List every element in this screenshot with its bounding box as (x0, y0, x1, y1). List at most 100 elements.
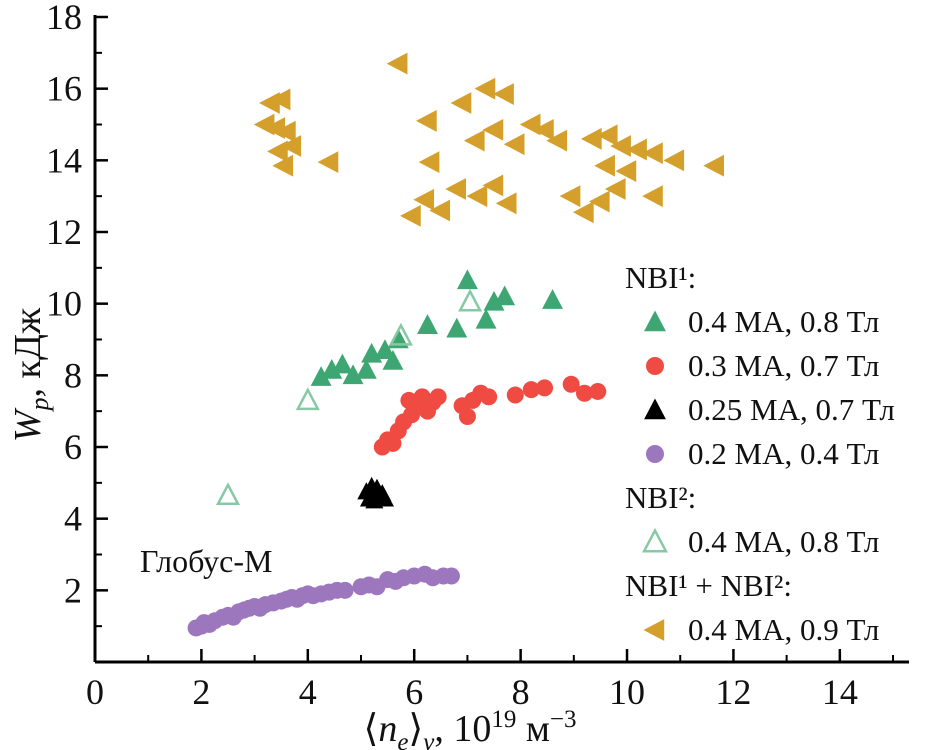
data-point (386, 52, 408, 75)
data-point (445, 178, 466, 200)
data-point (522, 381, 540, 399)
data-point (480, 388, 498, 406)
data-point (474, 77, 496, 100)
data-point (317, 151, 339, 174)
data-point (542, 289, 563, 309)
data-point (295, 387, 320, 411)
data-point (642, 527, 668, 553)
data-point (456, 269, 478, 290)
data-point (450, 92, 472, 114)
data-point (400, 204, 421, 227)
data-point (536, 379, 554, 397)
data-point (374, 339, 396, 360)
x-axis-label: ⟨ne⟩v, 1019 м−3 (363, 706, 576, 750)
legend-header: NBI²: (625, 480, 696, 515)
x-tick-label: 6 (405, 672, 423, 712)
data-point (596, 124, 618, 147)
data-point (546, 129, 568, 152)
y-tick-label: 18 (46, 0, 82, 37)
data-point (267, 140, 288, 163)
legend-item-label: 0.2 МА, 0.4 Тл (688, 436, 879, 471)
data-point (280, 135, 302, 157)
data-point (519, 113, 541, 136)
data-point (310, 366, 332, 386)
data-points (187, 52, 725, 637)
data-point (321, 358, 343, 379)
data-point (388, 322, 413, 346)
legend-item-label: 0.4 МА, 0.9 Тл (688, 612, 879, 647)
y-tick-label: 10 (46, 284, 82, 324)
data-point (572, 201, 594, 224)
data-point (495, 192, 517, 215)
data-point (466, 185, 488, 208)
data-point (644, 310, 666, 332)
data-point (331, 353, 353, 374)
data-point (482, 118, 504, 141)
legend-header: NBI¹: (625, 260, 696, 295)
data-point (342, 364, 364, 385)
legend-item-label: 0.3 МА, 0.7 Тл (688, 348, 879, 383)
data-point (594, 154, 615, 177)
data-point (215, 482, 241, 506)
data-point (429, 388, 447, 406)
legend-item-label: 0.4 МА, 0.8 Тл (688, 524, 879, 559)
series (310, 269, 563, 386)
legend-header: NBI¹ + NBI²: (625, 568, 792, 603)
data-point (646, 357, 664, 375)
data-point (643, 619, 665, 641)
legend: NBI¹: 0.4 МА, 0.8 Тл 0.3 МА, 0.7 Тл 0.25 МА… (625, 260, 895, 647)
series (187, 565, 460, 637)
data-point (588, 190, 610, 213)
tick-marks: 0 2 4 6 8 10 12 14 2 4 6 8 10 12 14 16 18 (46, 0, 895, 712)
x-tick-label: 10 (609, 672, 645, 712)
data-point (272, 154, 294, 177)
y-tick-label: 2 (64, 570, 82, 610)
data-point (446, 317, 468, 338)
data-point (506, 386, 524, 404)
data-point (604, 178, 626, 200)
y-tick-label: 14 (46, 140, 82, 180)
data-point (483, 290, 505, 311)
data-point (442, 567, 460, 585)
data-point (355, 358, 377, 379)
data-point (642, 142, 663, 165)
data-point (417, 314, 438, 334)
data-point (703, 154, 725, 177)
data-point (429, 199, 451, 222)
data-point (642, 185, 663, 208)
data-point (416, 109, 437, 132)
y-axis-label: Wp, кДж (7, 307, 54, 442)
data-point (463, 129, 485, 152)
data-point (275, 120, 296, 143)
data-point (458, 408, 476, 426)
x-tick-label: 2 (192, 672, 210, 712)
legend-item-label: 0.4 МА, 0.8 Тл (688, 304, 879, 339)
y-tick-label: 8 (64, 355, 82, 395)
data-point (336, 581, 354, 599)
data-point (494, 285, 516, 306)
data-point (503, 133, 525, 156)
data-point (589, 382, 607, 400)
x-tick-label: 4 (299, 672, 317, 712)
data-point (458, 288, 483, 312)
data-point (626, 138, 647, 161)
series (215, 288, 483, 506)
data-point (269, 88, 291, 111)
data-point (475, 308, 497, 329)
series (357, 476, 394, 509)
data-point (646, 445, 664, 463)
data-point (562, 375, 580, 393)
x-tick-label: 12 (715, 672, 751, 712)
data-point (533, 118, 554, 141)
data-point (559, 185, 581, 208)
legend-item-label: 0.25 МА, 0.7 Тл (688, 392, 895, 427)
x-tick-label: 14 (822, 672, 858, 712)
data-point (418, 151, 440, 174)
x-tick-label: 8 (512, 672, 530, 712)
x-tick-label: 0 (86, 672, 104, 712)
data-point (375, 489, 394, 507)
data-point (610, 135, 631, 157)
data-point (493, 83, 514, 105)
